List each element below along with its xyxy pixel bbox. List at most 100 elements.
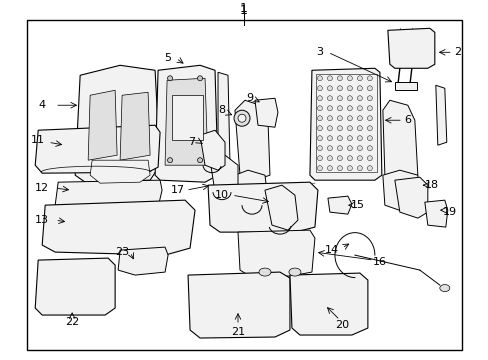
Ellipse shape — [346, 86, 352, 91]
Ellipse shape — [346, 146, 352, 151]
Ellipse shape — [288, 268, 300, 276]
Polygon shape — [394, 177, 427, 218]
Text: 2: 2 — [453, 47, 460, 57]
Ellipse shape — [357, 166, 362, 171]
Ellipse shape — [234, 110, 249, 126]
Text: 18: 18 — [424, 180, 438, 190]
Polygon shape — [264, 185, 297, 230]
Ellipse shape — [327, 76, 332, 81]
Bar — [394, 82, 416, 90]
Polygon shape — [35, 125, 160, 173]
Polygon shape — [188, 272, 289, 338]
Polygon shape — [42, 200, 195, 255]
Polygon shape — [155, 65, 218, 182]
Ellipse shape — [317, 106, 322, 111]
Polygon shape — [55, 180, 162, 210]
Ellipse shape — [327, 136, 332, 141]
Polygon shape — [207, 182, 317, 232]
Polygon shape — [200, 130, 224, 170]
Ellipse shape — [337, 76, 342, 81]
Ellipse shape — [366, 156, 372, 161]
Polygon shape — [387, 28, 434, 68]
Ellipse shape — [357, 106, 362, 111]
Text: 7: 7 — [188, 137, 195, 147]
Polygon shape — [235, 170, 267, 210]
Ellipse shape — [317, 166, 322, 171]
Text: 16: 16 — [372, 257, 386, 267]
Text: 23: 23 — [115, 247, 129, 257]
Ellipse shape — [357, 146, 362, 151]
Text: 1: 1 — [240, 4, 247, 17]
Ellipse shape — [317, 116, 322, 121]
Polygon shape — [382, 100, 417, 180]
Ellipse shape — [167, 76, 172, 81]
Ellipse shape — [317, 86, 322, 91]
Text: 12: 12 — [35, 183, 49, 193]
Ellipse shape — [167, 158, 172, 163]
Text: 22: 22 — [65, 317, 79, 327]
Ellipse shape — [337, 136, 342, 141]
Ellipse shape — [346, 136, 352, 141]
Polygon shape — [382, 170, 419, 212]
Polygon shape — [210, 155, 238, 198]
Ellipse shape — [346, 116, 352, 121]
Ellipse shape — [327, 96, 332, 101]
Polygon shape — [118, 247, 168, 275]
Ellipse shape — [346, 126, 352, 131]
Ellipse shape — [346, 96, 352, 101]
Ellipse shape — [317, 136, 322, 141]
Ellipse shape — [317, 146, 322, 151]
Ellipse shape — [238, 114, 245, 122]
Polygon shape — [172, 95, 203, 140]
Ellipse shape — [327, 166, 332, 171]
Ellipse shape — [366, 126, 372, 131]
Ellipse shape — [327, 156, 332, 161]
Ellipse shape — [357, 156, 362, 161]
Polygon shape — [218, 72, 229, 175]
Polygon shape — [238, 230, 314, 276]
Text: 1: 1 — [240, 2, 247, 15]
Ellipse shape — [337, 146, 342, 151]
Polygon shape — [165, 78, 207, 165]
Ellipse shape — [197, 158, 202, 163]
Ellipse shape — [259, 268, 270, 276]
Ellipse shape — [337, 126, 342, 131]
Text: 8: 8 — [218, 105, 225, 115]
Ellipse shape — [439, 284, 449, 292]
Polygon shape — [424, 200, 447, 227]
Ellipse shape — [366, 86, 372, 91]
Ellipse shape — [346, 76, 352, 81]
Ellipse shape — [366, 106, 372, 111]
Ellipse shape — [346, 156, 352, 161]
Ellipse shape — [366, 96, 372, 101]
Ellipse shape — [327, 126, 332, 131]
Ellipse shape — [327, 146, 332, 151]
Ellipse shape — [337, 166, 342, 171]
Ellipse shape — [346, 106, 352, 111]
Polygon shape — [88, 90, 117, 160]
Ellipse shape — [357, 86, 362, 91]
Ellipse shape — [327, 86, 332, 91]
Ellipse shape — [357, 126, 362, 131]
Text: 15: 15 — [350, 200, 364, 210]
Ellipse shape — [366, 146, 372, 151]
Ellipse shape — [357, 116, 362, 121]
Text: 19: 19 — [442, 207, 456, 217]
Polygon shape — [35, 258, 115, 315]
Polygon shape — [435, 85, 446, 145]
Text: 10: 10 — [215, 190, 228, 200]
Ellipse shape — [366, 166, 372, 171]
Ellipse shape — [366, 76, 372, 81]
Polygon shape — [327, 196, 351, 214]
Ellipse shape — [327, 106, 332, 111]
Text: 11: 11 — [31, 135, 45, 145]
Ellipse shape — [327, 116, 332, 121]
Ellipse shape — [337, 156, 342, 161]
Ellipse shape — [366, 136, 372, 141]
Text: 14: 14 — [324, 245, 338, 255]
Text: 20: 20 — [334, 320, 348, 330]
Polygon shape — [75, 65, 160, 182]
Text: 17: 17 — [171, 185, 185, 195]
Ellipse shape — [366, 116, 372, 121]
Ellipse shape — [357, 76, 362, 81]
